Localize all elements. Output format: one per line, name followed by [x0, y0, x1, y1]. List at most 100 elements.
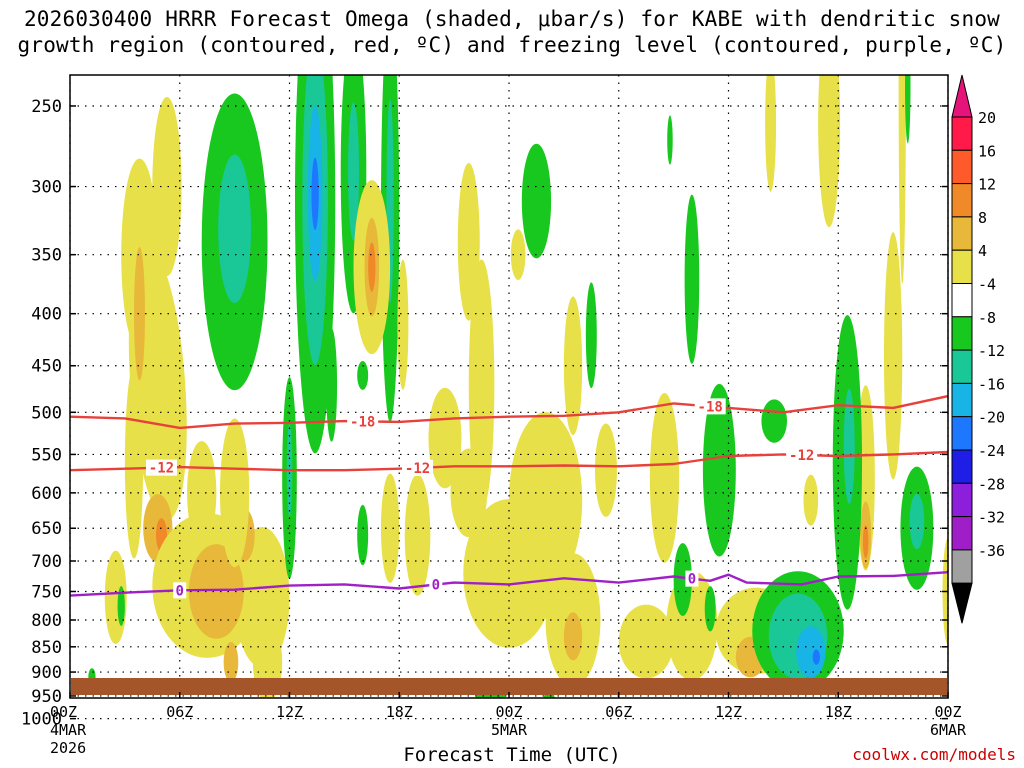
omega-cell — [796, 626, 826, 678]
colorbar-label: 20 — [978, 109, 996, 127]
omega-cell — [117, 586, 125, 626]
x-tick-label: 12Z — [715, 703, 742, 721]
omega-cell — [380, 473, 400, 583]
omega-cell — [667, 115, 673, 165]
colorbar-top-arrow — [951, 74, 973, 118]
chart-title: 2026030400 HRRR Forecast Omega (shaded, … — [0, 6, 1024, 58]
contour-label: 0 — [688, 572, 696, 588]
contour-label: -18 — [350, 414, 375, 430]
omega-cell — [812, 649, 820, 665]
contours: -18 -18 -12 -12 -12 0 0 0 — [70, 394, 948, 599]
y-tick-label: 550 — [31, 445, 62, 465]
title-line-2: growth region (contoured, red, ºC) and f… — [17, 33, 1007, 57]
omega-cell — [134, 246, 145, 381]
freezing-level-contour — [70, 571, 948, 597]
x-axis-label: Forecast Time (UTC) — [403, 744, 621, 766]
omega-cell — [684, 194, 700, 364]
y-tick-label: 1000 — [21, 710, 62, 730]
terrain — [71, 678, 947, 695]
y-tick-label: 400 — [31, 305, 62, 325]
colorbar-bin — [951, 116, 973, 151]
x-tick-label: 12Z — [276, 703, 303, 721]
omega-cell — [594, 423, 617, 517]
omega-cell — [761, 399, 788, 443]
omega-cell — [188, 544, 244, 639]
y-tick-label: 650 — [31, 519, 62, 539]
x-tick-label: 18Z — [825, 703, 852, 721]
x-tick-date: 4MAR — [50, 721, 87, 739]
omega-cell — [152, 96, 182, 277]
omega-cell — [883, 232, 903, 480]
x-tick-label: 00Z — [50, 703, 77, 721]
colorbar-bin — [951, 283, 973, 318]
y-tick-label: 250 — [31, 97, 62, 117]
y-tick-label: 300 — [31, 178, 62, 198]
colorbar-label: -36 — [978, 542, 1005, 560]
contour-label: 0 — [176, 583, 184, 599]
colorbar-label: -24 — [978, 442, 1005, 460]
contour-label-bg — [173, 582, 187, 599]
omega-cell — [428, 387, 462, 489]
omega-cell — [843, 388, 855, 504]
credit-text: coolwx.com/models — [852, 745, 1016, 764]
omega-cell — [404, 474, 431, 596]
y-tick-label: 700 — [31, 552, 62, 572]
contour-label: 0 — [432, 578, 440, 594]
omega-cell — [357, 361, 369, 390]
omega-cell — [397, 259, 409, 390]
contour-label: -18 — [698, 399, 723, 415]
x-tick-date: 5MAR — [491, 721, 528, 739]
y-tick-label: 900 — [31, 663, 62, 683]
omega-cell — [909, 493, 925, 550]
colorbar-bin — [951, 249, 973, 284]
colorbar-bin — [951, 416, 973, 451]
omega-cell — [223, 642, 239, 683]
omega-cell — [219, 418, 250, 568]
colorbar-label: -28 — [978, 475, 1005, 493]
y-tick-label: 850 — [31, 638, 62, 658]
contour-label: -12 — [149, 461, 174, 477]
y-tick-label: 500 — [31, 403, 62, 423]
omega-cell — [457, 163, 480, 321]
title-line-1: 2026030400 HRRR Forecast Omega (shaded, … — [23, 7, 1001, 31]
colorbar-label: 8 — [978, 209, 987, 227]
omega-cell — [357, 504, 369, 566]
omega-cell — [618, 604, 674, 679]
contour-label: -12 — [405, 461, 430, 477]
y-tick-label: 600 — [31, 484, 62, 504]
contour-label-bg — [347, 413, 379, 430]
contour-label-bg — [402, 459, 434, 476]
x-tick-date: 6MAR — [930, 721, 967, 739]
y-tick-label: 800 — [31, 611, 62, 631]
x-tick-label: 06Z — [166, 703, 193, 721]
omega-cell — [326, 328, 338, 442]
omega-cell — [585, 282, 597, 389]
colorbar-bin — [951, 382, 973, 418]
dgz-top-contour — [70, 394, 948, 430]
colorbar-label: 4 — [978, 242, 987, 260]
contour-label-bg — [429, 576, 443, 593]
colorbar-bottom-arrow — [951, 582, 973, 624]
colorbar-bin — [951, 516, 973, 551]
colorbar-label: -20 — [978, 409, 1005, 427]
colorbar-bin — [951, 183, 973, 218]
colorbar-label: -4 — [978, 276, 996, 294]
omega-cell — [702, 383, 736, 557]
omega-cell — [563, 612, 583, 661]
colorbar-label: 16 — [978, 142, 996, 160]
colorbar-bin — [951, 349, 973, 384]
contour-label-bg — [694, 398, 726, 415]
terrain-band — [71, 678, 947, 695]
omega-cell — [704, 586, 716, 632]
x-tick-label: 00Z — [495, 703, 522, 721]
colorbar-label: -12 — [978, 342, 1005, 360]
y-axis: 250 300 350 400 450 500 550 600 650 700 750 800 850 9… — [21, 97, 948, 730]
contour-label-bg — [786, 446, 818, 463]
colorbar-label: 12 — [978, 176, 996, 194]
omega-cell — [818, 75, 841, 228]
omega-cell — [521, 143, 552, 259]
x-tick-label: 18Z — [386, 703, 413, 721]
colorbar-bin — [951, 482, 973, 518]
y-tick-label: 750 — [31, 582, 62, 602]
